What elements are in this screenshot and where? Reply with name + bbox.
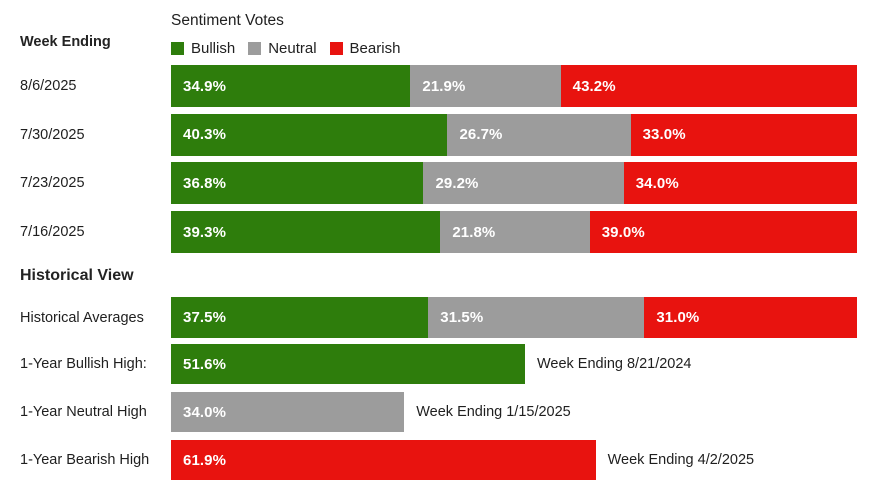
bar-segment-value-label: 31.0% [656,309,700,326]
bar-segment-value-label: 33.0% [642,126,686,144]
bar-track: 61.9% Week Ending 4/2/2025 [171,440,857,480]
bar-segment-value-label: 43.2% [572,77,616,95]
bar-segment-bullish: 37.5% [171,297,429,338]
row-label: 7/30/2025 [20,126,85,143]
row-label: 1-Year Bearish High [20,452,150,468]
row-label: 7/23/2025 [20,175,85,192]
bar-segment-neutral: 29.2% [423,162,624,205]
bar-segment-bearish: 31.0% [644,297,857,338]
week-ending-header: Week Ending [20,34,111,50]
bar-segment-bearish: 39.0% [589,211,857,254]
weekly-row: 7/30/2025 40.3% 26.7% 33.0% [0,113,873,156]
row-label: 8/6/2025 [20,78,77,94]
bar-segment-bullish: 40.3% [171,113,448,156]
bar-segment-neutral: 34.0% [171,392,405,432]
bar-segment-value-label: 36.8% [183,174,227,192]
bar-track: 51.6% Week Ending 8/21/2024 [171,344,857,384]
chart-title: Sentiment Votes [171,12,284,29]
bar-segment-value-label: 34.9% [183,77,227,95]
one-year-neutral-high-row: 1-Year Neutral High 34.0% Week Ending 1/15… [0,392,873,432]
legend: Bullish Neutral Bearish [171,40,413,57]
weekly-row: 7/16/2025 39.3% 21.8% 39.0% [0,211,873,254]
bar-segment-neutral: 26.7% [447,113,631,156]
legend-item-bearish: Bearish [329,40,401,57]
annotation: Week Ending 4/2/2025 [607,452,755,468]
bar-segment-value-label: 37.5% [183,309,227,326]
bar-track: 40.3% 26.7% 33.0% [171,113,857,156]
bar-track: 37.5% 31.5% 31.0% [171,297,857,338]
legend-swatch-bullish-icon [171,42,184,55]
one-year-bearish-high-row: 1-Year Bearish High 61.9% Week Ending 4/2/… [0,440,873,480]
bar-segment-value-label: 39.0% [601,223,645,241]
bar-segment-value-label: 31.5% [440,309,484,326]
bar-segment-bullish: 34.9% [171,65,411,107]
bar-segment-value-label: 26.7% [459,126,503,144]
legend-label: Bearish [349,40,401,57]
bar-segment-neutral: 21.9% [410,65,561,107]
one-year-bullish-high-row: 1-Year Bullish High: 51.6% Week Ending 8/2… [0,344,873,384]
bar-segment-bullish: 51.6% [171,344,525,384]
annotation: Week Ending 8/21/2024 [536,356,692,372]
bar-segment-value-label: 34.0% [183,403,227,421]
bar-track: 39.3% 21.8% 39.0% [171,211,857,254]
bar-segment-bullish: 39.3% [171,211,441,254]
bar-track: 36.8% 29.2% 34.0% [171,162,857,205]
weekly-row: 7/23/2025 36.8% 29.2% 34.0% [0,162,873,205]
bar-segment-bearish: 33.0% [630,113,857,156]
bar-segment-value-label: 39.3% [183,223,227,241]
bar-segment-neutral: 31.5% [428,297,645,338]
bar-segment-value-label: 51.6% [183,355,227,373]
bar-track: 34.9% 21.9% 43.2% [171,65,857,107]
weekly-row: 8/6/2025 34.9% 21.9% 43.2% [0,65,873,107]
annotation: Week Ending 1/15/2025 [416,404,571,420]
legend-label: Neutral [268,40,317,57]
historical-averages-row: Historical Averages 37.5% 31.5% 31.0% [0,297,873,338]
bar-track: 34.0% Week Ending 1/15/2025 [171,392,857,432]
row-label: 1-Year Neutral High [20,404,147,420]
row-label: 7/16/2025 [20,224,85,241]
row-label: 1-Year Bullish High: [20,356,147,372]
bar-segment-bullish: 36.8% [171,162,424,205]
bar-segment-value-label: 21.9% [422,77,466,95]
bar-segment-value-label: 61.9% [183,451,227,469]
legend-swatch-neutral-icon [248,42,262,55]
row-label: Historical Averages [20,309,144,326]
bar-segment-bearish: 34.0% [623,162,857,205]
legend-label: Bullish [191,40,236,57]
legend-swatch-bearish-icon [329,42,343,55]
bar-segment-bearish: 61.9% [171,440,596,480]
bar-segment-value-label: 40.3% [183,126,227,144]
bar-segment-value-label: 21.8% [452,223,496,241]
bar-segment-value-label: 34.0% [635,174,679,192]
legend-item-neutral: Neutral [248,40,317,57]
bar-segment-bearish: 43.2% [560,65,857,107]
legend-item-bullish: Bullish [171,40,235,57]
bar-segment-neutral: 21.8% [440,211,590,254]
historical-view-header: Historical View [20,267,134,284]
bar-segment-value-label: 29.2% [435,174,479,192]
